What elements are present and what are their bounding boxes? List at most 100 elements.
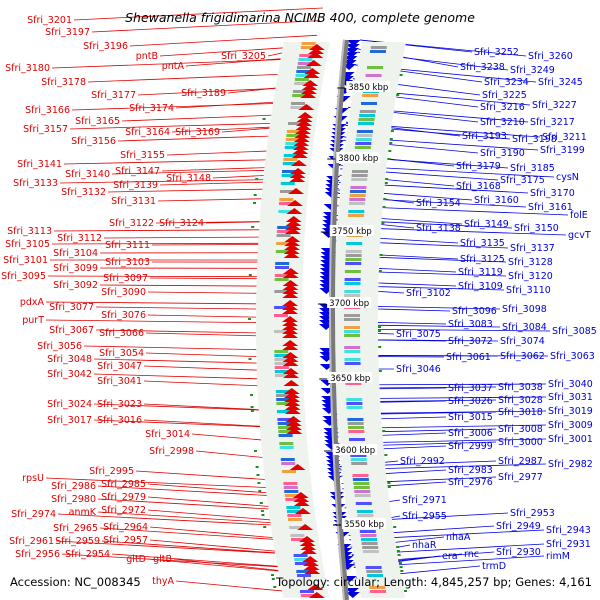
forward-cds-arrow [285,220,302,226]
gc-tick [250,410,254,412]
track-band [351,98,396,102]
gc-tick [263,526,267,528]
forward-gene-label: Sfri_3076 [101,310,146,321]
track-band [271,110,318,114]
gc-tick [387,482,391,484]
track-band [273,98,320,102]
track-band [334,310,378,314]
forward-cds-arrow [283,380,300,386]
reverse-gene-label: Sfri_2949 [496,521,541,532]
track-band [256,318,302,322]
track-band [334,274,379,278]
feature-block [296,570,311,573]
track-band [361,42,406,46]
forward-cds-arrow [282,316,299,322]
track-band [262,186,309,190]
feature-block [287,514,302,517]
forward-gene-label: Sfri_3066 [99,328,144,339]
reverse-gene-label: Sfri_2982 [548,459,593,470]
feature-block [367,574,383,577]
forward-gene-label: Sfri_3023 [97,399,142,410]
forward-cds-arrow [282,324,299,330]
accession-text: Accession: NC_008345 [10,575,141,589]
forward-cds-arrow [282,332,299,338]
forward-cds-arrow [292,492,309,498]
reverse-gene-label: Sfri_3110 [506,285,551,296]
track-band [336,394,380,398]
feature-block [276,234,291,237]
gc-tick [399,74,403,76]
feature-block [346,402,363,405]
forward-cds-arrow [296,116,313,122]
track-band [334,338,379,342]
reverse-gene-label: Sfri_3062 [500,351,545,362]
gc-tick [387,486,391,488]
feature-block [281,462,296,465]
reverse-cds-arrow [345,48,360,54]
reverse-gene-label: Sfri_3037 [448,383,493,394]
track-band [334,366,379,370]
track-band [258,246,304,250]
forward-gene-label: Sfri_2980 [51,494,96,505]
track-band [262,454,309,458]
feature-block [351,174,368,177]
forward-leader-line [91,20,321,33]
forward-cds-arrow [284,240,301,246]
track-band [260,214,306,218]
forward-gene-label: Sfri_3056 [37,341,82,352]
feature-block [283,158,298,161]
reverse-gene-label: Sfri_3000 [498,437,543,448]
forward-gene-label: Sfri_3165 [75,116,120,127]
forward-gene-label: Sfri_3017 [47,415,92,426]
reverse-gene-label: Sfri_2977 [498,472,543,483]
gc-tick [393,526,397,528]
reverse-gene-label: nhaA [446,532,471,543]
forward-gene-label: Sfri_2959 [55,536,100,547]
forward-gene-label: Sfri_2995 [89,466,134,477]
reverse-gene-label: Sfri_3168 [456,181,501,192]
track-band [359,54,404,58]
forward-cds-arrow [286,424,303,430]
gc-tick [248,274,252,276]
feature-block [282,170,296,173]
forward-cds-arrow [307,52,324,58]
feature-block [351,462,368,465]
gc-tick [396,550,400,552]
reverse-gene-label: Sfri_3185 [510,163,555,174]
reverse-gene-label: Sfri_2971 [402,495,447,506]
reverse-gene-label: Sfri_3190 [480,148,525,159]
feature-block [277,418,292,421]
forward-gene-label: Sfri_3122 [109,218,154,229]
forward-cds-arrow [282,352,299,358]
reverse-gene-label: Sfri_3227 [532,100,577,111]
forward-cds-arrow [285,216,302,222]
feature-block [361,542,378,545]
feature-block [291,102,305,105]
forward-cds-arrow [301,84,318,90]
feature-block [274,370,289,373]
forward-cds-arrow [302,560,319,566]
forward-gene-label: pntA [162,61,185,72]
forward-cds-arrow [298,536,315,542]
track-band [337,414,382,418]
gc-tick [273,586,277,588]
forward-cds-arrow [298,104,315,110]
feature-block [369,586,386,589]
track-band [282,50,328,54]
reverse-gene-label: Sfri_2930 [496,547,541,558]
kbp-label-bg [342,518,387,529]
reverse-gene-label: Sfri_2987 [498,456,543,467]
feature-block [274,306,289,309]
reverse-cds-arrow [345,44,360,50]
gc-tick [258,490,262,492]
feature-block [346,398,363,401]
forward-gene-label: Sfri_3147 [115,166,160,177]
gc-tick [396,94,400,96]
forward-gene-label: Sfri_2979 [101,492,146,503]
track-band [256,310,302,314]
reverse-gene-label: folE [570,210,588,221]
feature-block [283,486,298,489]
track-band [259,222,306,226]
feature-block [353,486,370,489]
track-band [273,542,320,546]
